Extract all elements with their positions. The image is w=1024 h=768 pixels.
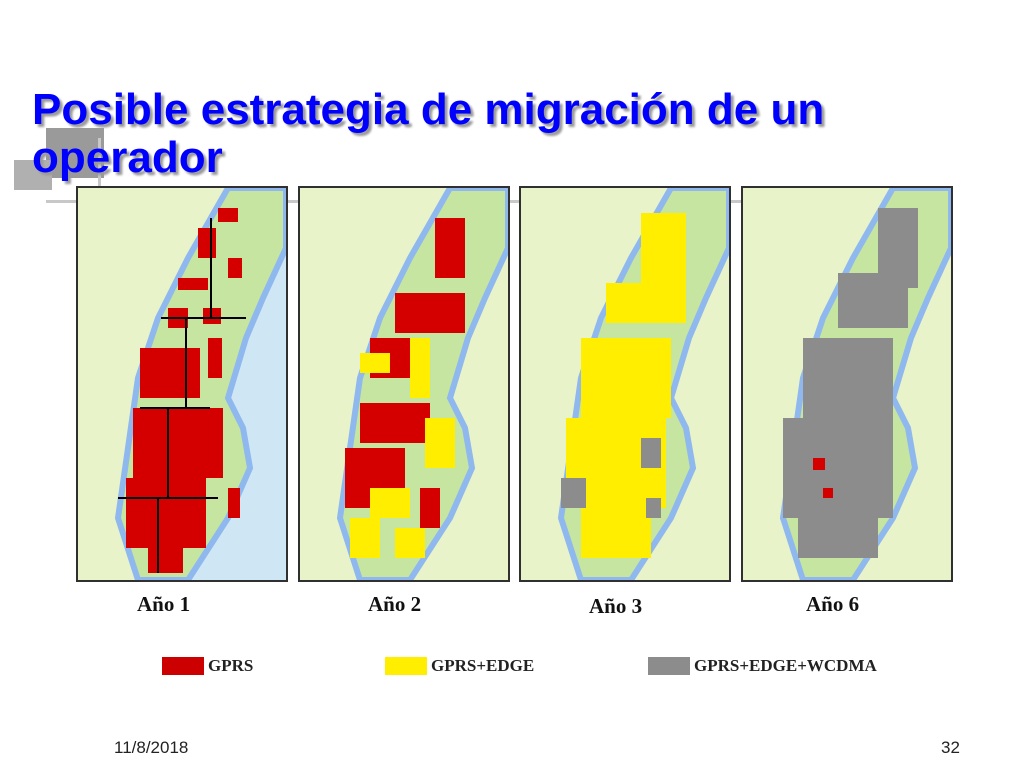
legend-label: GPRS	[208, 656, 254, 675]
legend-label: GPRS+EDGE+WCDMA	[694, 656, 877, 675]
year-label-6: Año 6	[806, 592, 860, 616]
sweden-map	[521, 188, 729, 580]
coverage-map-year-1	[76, 186, 288, 582]
slide-page-number: 32	[941, 738, 960, 757]
legend-swatch	[385, 657, 427, 675]
decorative-square	[46, 128, 104, 178]
sweden-map	[78, 188, 286, 580]
year-label-2: Año 2	[368, 592, 422, 616]
legend-swatch	[162, 657, 204, 675]
legend-label: GPRS+EDGE	[431, 656, 535, 675]
coverage-map-year-6	[741, 186, 953, 582]
year-label-1: Año 1	[137, 592, 191, 616]
sweden-map	[300, 188, 508, 580]
sweden-map	[743, 188, 951, 580]
year-label-3: Año 3	[589, 594, 643, 618]
coverage-map-year-3	[519, 186, 731, 582]
legend-swatch	[648, 657, 690, 675]
decorative-line	[98, 138, 101, 218]
coverage-map-year-2	[298, 186, 510, 582]
slide-date: 11/8/2018	[114, 738, 189, 757]
decorative-square	[14, 160, 52, 190]
slide-title: Posible estrategia de migración de un op…	[32, 85, 825, 182]
